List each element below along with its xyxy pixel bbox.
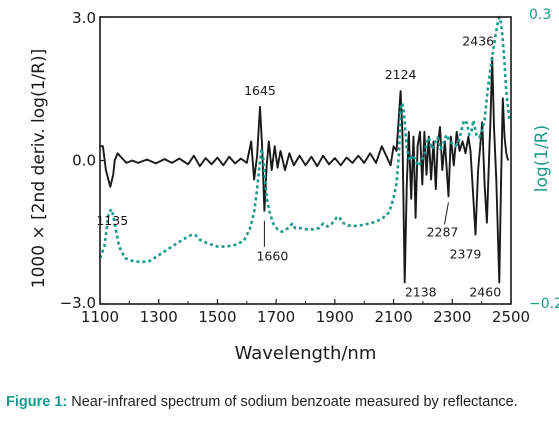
peak-label: 2436 [462, 34, 494, 49]
x-tick-label: 1900 [316, 308, 354, 326]
x-tick-label: 1300 [140, 308, 178, 326]
peak-label: 2287 [427, 224, 459, 239]
annotation-leader [443, 202, 449, 225]
right-tick-label: −0.2 [529, 296, 559, 312]
x-tick-label: 2500 [492, 308, 530, 326]
figure-caption: Figure 1: Near-infrared spectrum of sodi… [6, 393, 551, 411]
x-tick-label: 1700 [257, 308, 295, 326]
left-tick-label: 0.0 [72, 152, 96, 170]
x-tick-label: 2300 [433, 308, 471, 326]
left-tick-label: 3.0 [72, 9, 96, 27]
second_derivative-line [100, 56, 510, 284]
x-axis-ticks: 1100 1300 1500 1700 1900 2100 2300 2500 [81, 299, 530, 326]
peak-label: 2138 [405, 284, 437, 299]
plot-frame [99, 16, 512, 305]
left-axis-title: 1000 × [2nd deriv. log(1/R)] [29, 49, 49, 288]
x-tick-label: 2100 [374, 308, 412, 326]
peak-label: 1135 [96, 213, 128, 228]
axis-labels: Wavelength/nm 1000 × [2nd deriv. log(1/R)… [29, 49, 552, 364]
x-tick-label: 1500 [198, 308, 236, 326]
spectrum-chart: 1100 1300 1500 1700 1900 2100 2300 2500 3.0 0.0 −… [29, 7, 559, 364]
peak-label: 2379 [450, 247, 482, 262]
x-tick-label: 1100 [81, 308, 119, 326]
caption-text: Near-infrared spectrum of sodium benzoat… [67, 394, 518, 410]
right-tick-label: 0.3 [529, 7, 551, 23]
x-axis-title: Wavelength/nm [235, 343, 377, 364]
annotation-layer: 1135 1645 1660 2124 2138 2287 2379 2436 2460 [96, 34, 501, 300]
right-axis-title: log(1/R) [532, 125, 552, 193]
peak-label: 2124 [385, 67, 417, 82]
left-tick-label: −3.0 [60, 294, 96, 312]
peak-label: 1645 [244, 83, 276, 98]
series-layer [98, 15, 511, 284]
figure-label: Figure 1: [6, 394, 68, 410]
peak-label: 2460 [469, 284, 501, 299]
peak-label: 1660 [256, 249, 288, 264]
